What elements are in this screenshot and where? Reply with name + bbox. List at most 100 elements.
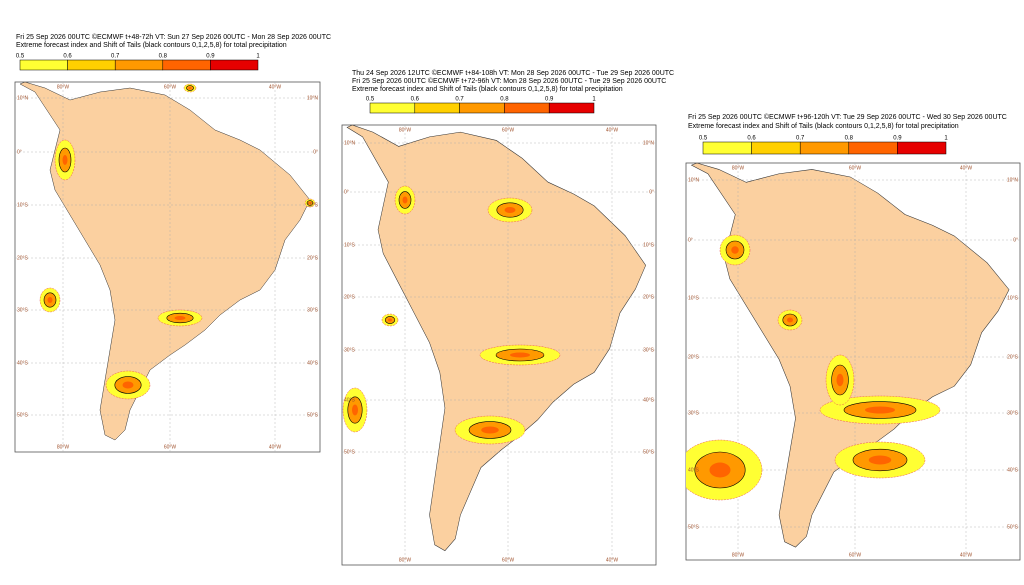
colorbar-label: 1 (592, 97, 596, 103)
colorbar-label: 0.5 (699, 136, 708, 142)
lon-label: 60°W (849, 552, 862, 558)
colorbar-segment (210, 59, 259, 71)
lat-label: 0° (649, 189, 654, 195)
colorbar-segment (414, 102, 460, 114)
lat-label: 0° (344, 189, 349, 195)
lon-label: 80°W (399, 557, 412, 563)
map-panel: Fri 25 Sep 2026 00UTC ©ECMWF t+96-120h V… (685, 113, 1021, 561)
panel-header: Extreme forecast index and Shift of Tail… (688, 123, 959, 130)
map-panel: Fri 25 Sep 2026 00UTC ©ECMWF t+48-72h VT… (14, 33, 331, 453)
colorbar-segment (897, 141, 947, 155)
efi-area (731, 246, 739, 254)
lat-label: 40°S (307, 360, 319, 366)
lon-label: 80°W (732, 165, 745, 171)
lat-label: 20°S (1007, 354, 1019, 360)
colorbar-label: 0.6 (63, 54, 72, 60)
lon-label: 80°W (732, 552, 745, 558)
lon-label: 60°W (164, 444, 177, 450)
colorbar-label: 1 (944, 136, 948, 142)
panel-header: Extreme forecast index and Shift of Tail… (16, 42, 287, 49)
lon-label: 40°W (269, 84, 282, 90)
lat-label: 20°S (688, 354, 700, 360)
lat-label: 10°S (643, 242, 655, 248)
efi-area (402, 196, 408, 204)
lat-label: 0° (1013, 237, 1018, 243)
colorbar-segment (114, 59, 164, 71)
efi-area (308, 202, 312, 204)
colorbar-label: 0.9 (893, 136, 902, 142)
efi-area (504, 207, 516, 213)
lat-label: 30°S (307, 307, 319, 313)
efi-area (481, 426, 499, 434)
lat-label: 10°N (17, 95, 29, 101)
panel-header: Fri 25 Sep 2026 00UTC ©ECMWF t+48-72h VT… (16, 33, 331, 41)
colorbar-segment (702, 141, 752, 155)
lon-label: 80°W (57, 84, 70, 90)
lat-label: 20°S (17, 255, 29, 261)
lat-label: 50°S (643, 449, 655, 455)
panel-header: Fri 25 Sep 2026 00UTC ©ECMWF t+96-120h V… (688, 113, 1007, 121)
lat-label: 40°S (688, 467, 700, 473)
lat-label: 10°N (688, 177, 700, 183)
lat-label: 20°S (344, 294, 356, 300)
colorbar-segment (162, 59, 211, 71)
map-content (686, 163, 1020, 560)
lat-label: 10°S (307, 202, 319, 208)
lat-label: 10°N (307, 95, 319, 101)
efi-area (174, 316, 186, 320)
lat-label: 10°S (1007, 295, 1019, 301)
lon-label: 60°W (502, 557, 515, 563)
colorbar-segment (459, 102, 505, 114)
lat-label: 0° (688, 237, 693, 243)
efi-area (352, 404, 358, 416)
lon-label: 40°W (960, 552, 973, 558)
colorbar-label: 0.9 (206, 54, 215, 60)
lon-label: 60°W (164, 84, 177, 90)
panel-header: Fri 25 Sep 2026 00UTC ©ECMWF t+72-96h VT… (352, 77, 666, 85)
colorbar-label: 0.8 (159, 54, 168, 60)
colorbar-segment (369, 102, 416, 114)
efi-area (388, 318, 392, 322)
lon-label: 40°W (269, 444, 282, 450)
efi-area (62, 155, 68, 165)
colorbar-segment (548, 102, 595, 114)
colorbar-segment (799, 141, 850, 155)
colorbar-segment (504, 102, 550, 114)
lon-label: 40°W (606, 557, 619, 563)
colorbar-label: 1 (256, 54, 260, 60)
colorbar-label: 0.6 (411, 97, 420, 103)
lat-label: 20°S (307, 255, 319, 261)
lon-label: 60°W (502, 127, 515, 133)
lon-label: 60°W (849, 165, 862, 171)
panel-header: Extreme forecast index and Shift of Tail… (352, 86, 623, 93)
colorbar-label: 0.9 (545, 97, 554, 103)
lat-label: 50°S (688, 524, 700, 530)
efi-area (510, 352, 530, 358)
lat-label: 30°S (643, 347, 655, 353)
efi-area (188, 87, 192, 89)
lat-label: 30°S (1007, 410, 1019, 416)
lat-label: 50°S (17, 412, 29, 418)
lat-label: 10°N (643, 140, 655, 146)
lat-label: 20°S (643, 294, 655, 300)
lon-label: 80°W (399, 127, 412, 133)
lat-label: 40°S (17, 360, 29, 366)
lat-label: 50°S (1007, 524, 1019, 530)
lat-label: 10°S (17, 202, 29, 208)
colorbar-segment (848, 141, 898, 155)
lat-label: 0° (313, 149, 318, 155)
lat-label: 50°S (344, 449, 356, 455)
lat-label: 40°S (643, 397, 655, 403)
lat-label: 40°S (1007, 467, 1019, 473)
lat-label: 30°S (17, 307, 29, 313)
efi-area (787, 317, 793, 323)
lat-label: 10°N (344, 140, 356, 146)
colorbar-segment (751, 141, 801, 155)
lon-label: 40°W (960, 165, 973, 171)
efi-area (47, 297, 53, 303)
lon-label: 80°W (57, 444, 70, 450)
map-panel: Thu 24 Sep 2026 12UTC ©ECMWF t+84-108h V… (341, 69, 674, 566)
lon-label: 40°W (606, 127, 619, 133)
lat-label: 0° (17, 149, 22, 155)
